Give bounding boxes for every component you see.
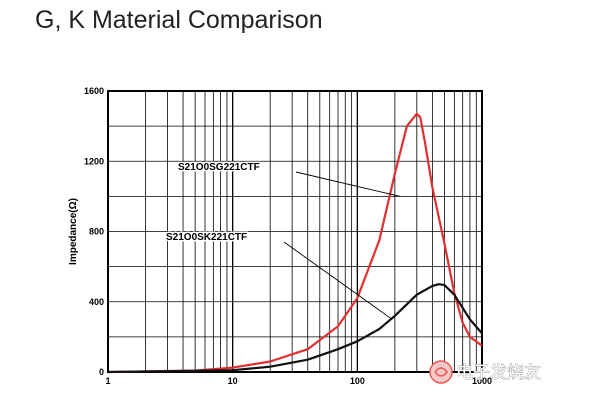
series-line (107, 283, 483, 374)
watermark-logo-icon (429, 360, 453, 384)
x-tick-label: 1 (105, 376, 110, 386)
watermark: 电子发烧友 (429, 360, 541, 384)
y-axis-label: Impedance(Ω) (68, 198, 79, 265)
annotation-label: S21O0SK221CTF (166, 232, 247, 243)
x-tick-label: 10 (228, 376, 238, 386)
y-tick-label: 400 (89, 297, 104, 307)
plot-frame (107, 90, 483, 373)
chart-title: G, K Material Comparison (35, 6, 323, 34)
annotation-leader (295, 171, 401, 197)
x-tick-label: 1000 (472, 376, 492, 386)
series-layer (107, 112, 483, 374)
watermark-logo-mark (434, 367, 448, 377)
series-line (107, 112, 483, 374)
y-tick-label: 1200 (84, 156, 104, 166)
annotation-layer: S21O0SG221CTF S21O0SK221CTF (165, 161, 401, 320)
y-tick-label: 800 (89, 227, 104, 237)
y-tick-label: 1600 (84, 86, 104, 96)
grid (108, 91, 482, 372)
annotation-label: S21O0SG221CTF (178, 162, 260, 173)
x-tick-label: 100 (350, 376, 365, 386)
tick-labels: 1 10 100 1000 0 400 800 1200 1600 (84, 86, 492, 386)
watermark-text: 电子发烧友 (456, 363, 541, 383)
y-tick-label: 0 (99, 367, 104, 377)
annotation-leader (283, 241, 393, 320)
